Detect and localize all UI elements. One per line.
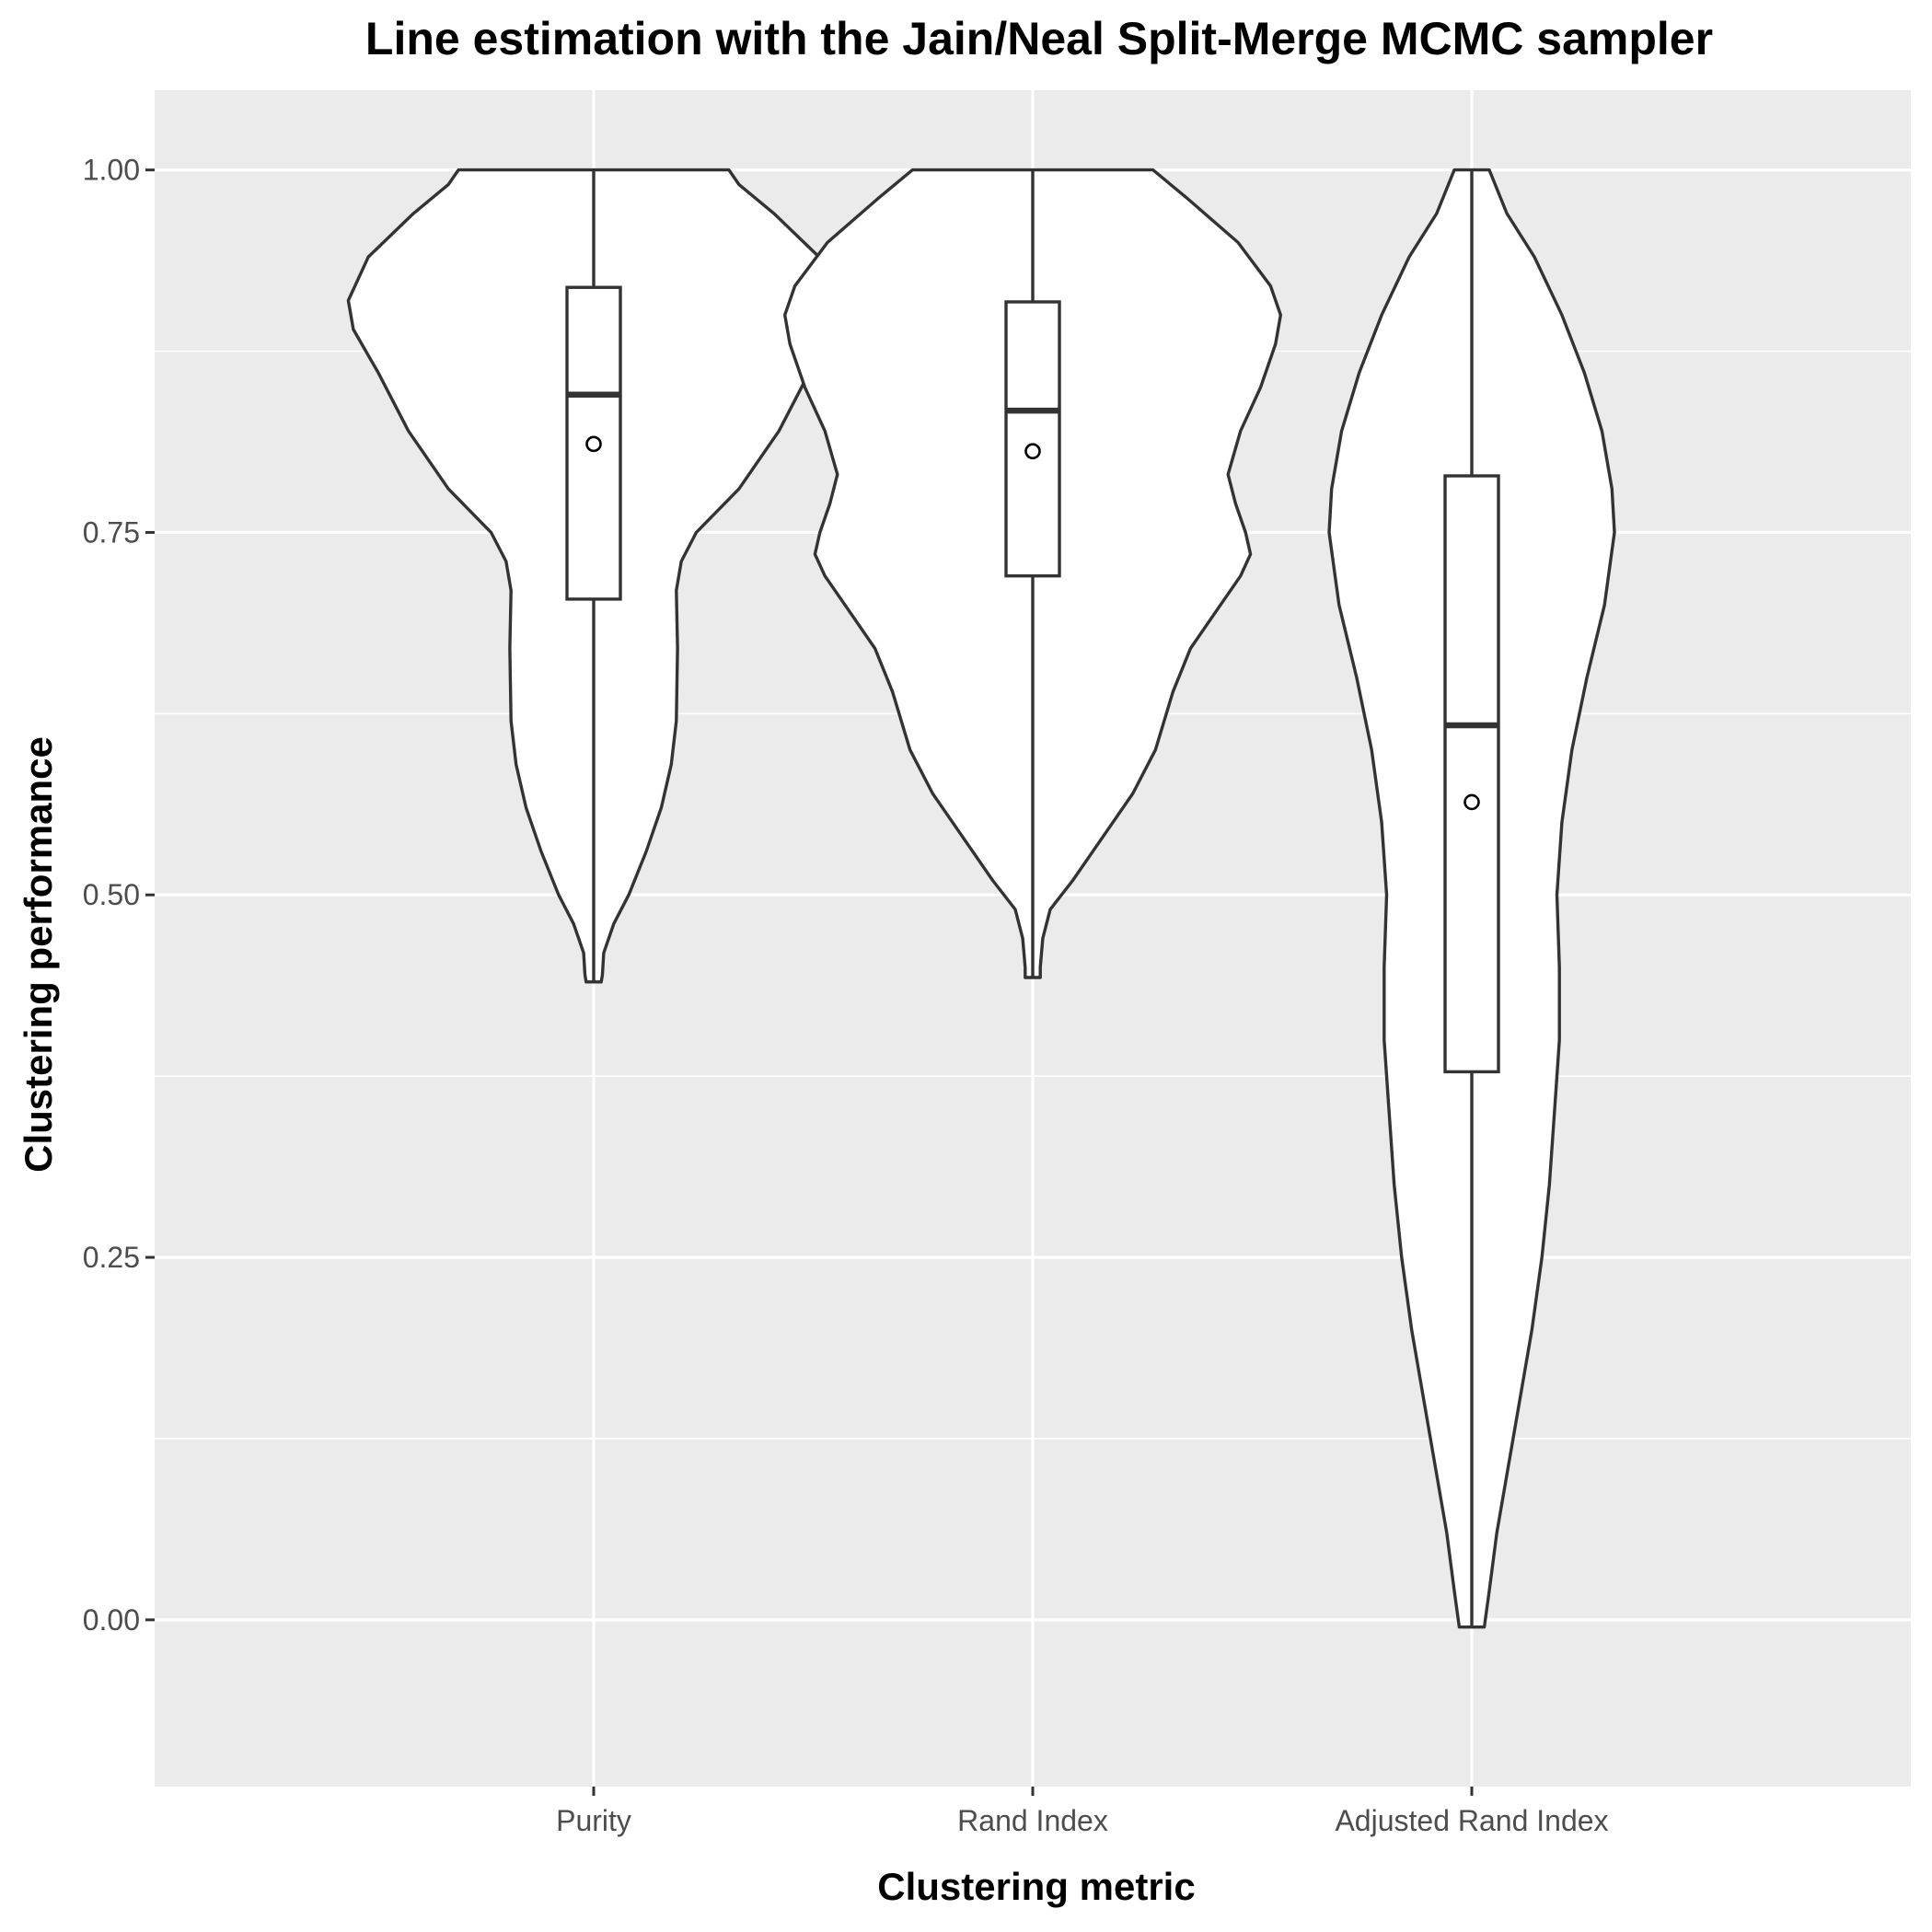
mean-point — [1024, 443, 1041, 460]
axis-layer: 0.00 0.25 0.50 0.75 1.00 Purity Rand Index Adju… — [83, 154, 1609, 1837]
y-tick-label: 0.25 — [83, 1241, 140, 1274]
y-tick-label: 0.00 — [83, 1603, 140, 1637]
box-layer — [565, 169, 1500, 1627]
x-axis-title: Clustering metric — [877, 1865, 1195, 1908]
y-tick-label: 1.00 — [83, 154, 140, 187]
mean-point — [1463, 793, 1480, 811]
chart-title: Line estimation with the Jain/Neal Split… — [365, 13, 1713, 64]
x-tick-label: Adjusted Rand Index — [1335, 1804, 1608, 1837]
y-tick-label: 0.75 — [83, 515, 140, 549]
box-iqr — [1443, 474, 1500, 1074]
y-tick-label: 0.50 — [83, 878, 140, 911]
x-tick-label: Rand Index — [957, 1804, 1108, 1837]
box-iqr — [1004, 300, 1061, 578]
y-axis-title: Clustering performance — [17, 736, 60, 1173]
mean-point — [585, 435, 602, 453]
x-tick-label: Purity — [556, 1804, 631, 1837]
